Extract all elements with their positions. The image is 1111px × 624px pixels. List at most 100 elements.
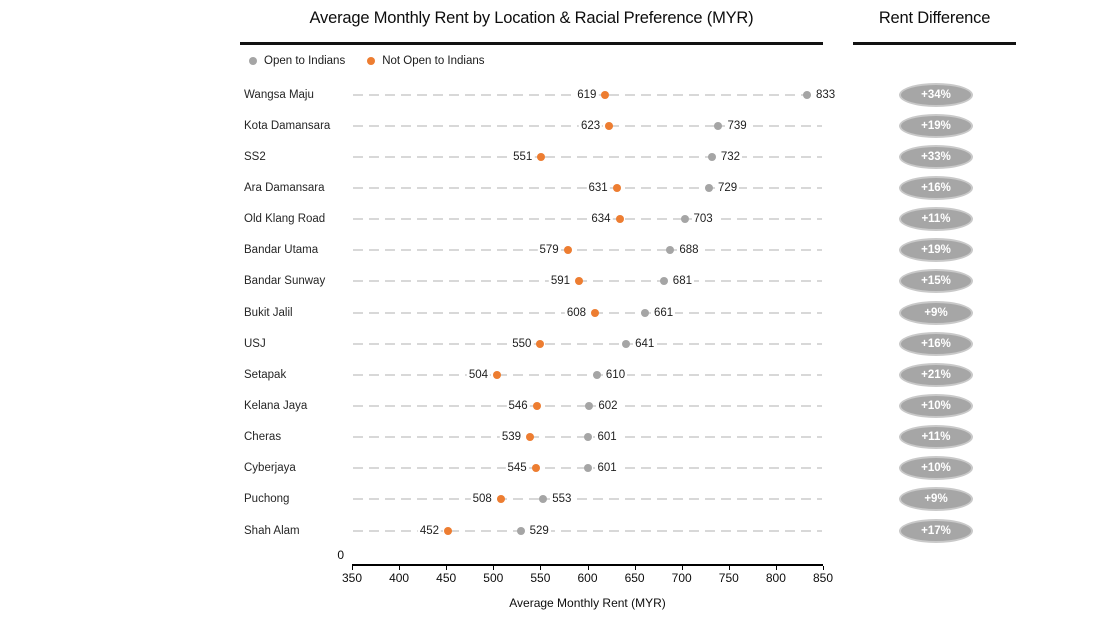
not-open-value-label: 634 [589,212,613,227]
not-open-to-indians-dot [531,464,540,473]
open-value-label: 529 [527,523,551,538]
origin-tick-label: 0 [337,548,344,562]
x-axis-tick-label: 350 [341,571,363,585]
not-open-to-indians-dot [493,370,502,379]
row-gridline [353,373,822,376]
not-open-to-indians-dot [536,339,545,348]
category-label: Bandar Utama [244,244,319,257]
open-to-indians-dot [539,495,548,504]
open-to-indians-dot [714,121,723,130]
x-axis-tick-label: 850 [812,571,834,585]
not-open-value-label: 608 [564,305,589,320]
open-value-label: 729 [716,180,740,195]
legend-item: Not Open to Indians [367,55,485,67]
open-to-indians-dot [584,464,593,473]
not-open-value-label: 591 [548,274,573,289]
category-label: USJ [244,337,266,350]
x-axis-tick [681,566,683,570]
not-open-to-indians-dot [496,495,505,504]
open-to-indians-dot [584,433,593,442]
open-to-indians-dot [802,90,811,99]
not-open-value-label: 508 [470,492,494,507]
not-open-value-label: 504 [466,367,491,382]
rent-difference-badge: +16% [899,331,973,356]
row-gridline [353,342,822,345]
open-to-indians-dot [622,339,631,348]
x-axis-tick [493,566,495,570]
not-open-value-label: 579 [537,243,561,258]
legend-item-label: Open to Indians [264,55,346,67]
open-value-label: 739 [725,118,749,133]
category-label: Cheras [244,431,282,444]
not-open-value-label: 546 [506,399,530,413]
open-to-indians-dot [585,402,594,410]
not-open-to-indians-dot [612,183,621,192]
row-gridline [353,249,822,252]
x-axis-tick [587,566,589,570]
rent-difference-badge: +33% [899,144,973,169]
open-to-indians-dot [707,152,716,161]
category-label: Setapak [244,368,287,381]
not-open-value-label: 550 [510,336,534,351]
not-open-to-indians-dot [615,215,624,224]
open-to-indians-dot [592,370,601,379]
title-underline [240,42,823,45]
category-label: Cyberjaya [244,462,296,475]
x-axis-tick [634,566,636,570]
open-value-label: 703 [691,212,715,227]
x-axis-tick-label: 450 [436,571,457,585]
x-axis-tick-label: 600 [577,571,598,585]
row-gridline [353,280,822,283]
x-axis-tick [775,566,777,570]
category-label: Kota Damansara [244,119,331,132]
open-value-label: 553 [550,492,574,507]
not-open-to-indians-dot [537,152,546,161]
rent-difference-badge: +21% [899,362,973,387]
x-axis-tick-label: 400 [389,571,410,585]
row-gridline [353,529,822,532]
rent-difference-badge: +19% [899,238,973,263]
open-value-label: 610 [603,367,628,382]
x-axis-line [352,564,823,566]
x-axis-tick-label: 750 [718,571,739,585]
open-value-label: 601 [595,430,619,445]
x-axis-tick-label: 550 [530,571,551,585]
row-gridline [353,498,822,501]
rent-difference-badge: +11% [899,425,973,450]
open-to-indians-dot [659,277,668,286]
x-axis-tick [446,566,448,570]
open-value-label: 681 [670,274,694,289]
legend: Open to Indians Not Open to Indians [249,55,485,67]
open-legend-dot-icon [249,57,257,65]
not-open-value-label: 539 [499,430,524,445]
not-open-value-label: 619 [575,87,599,102]
category-label: Wangsa Maju [244,88,314,101]
not-open-to-indians-dot [563,246,572,255]
open-to-indians-dot [680,215,689,224]
category-label: Ara Damansara [244,181,325,194]
x-axis-tick [823,566,824,570]
not-open-to-indians-dot [444,526,453,535]
rent-difference-badge: +17% [899,518,973,543]
x-axis-tick [728,566,730,570]
x-axis-tick-label: 650 [624,571,645,585]
x-axis-tick [352,566,353,570]
category-label: SS2 [244,150,266,163]
open-to-indians-dot [705,183,714,192]
x-axis-tick [399,566,401,570]
open-to-indians-dot [516,526,525,535]
x-axis-tick-label: 700 [671,571,692,585]
category-label: Bukit Jalil [244,306,293,319]
category-label: Bandar Sunway [244,275,326,288]
not-open-to-indians-dot [601,90,610,99]
open-to-indians-dot [666,246,675,255]
rent-difference-badge: +16% [899,175,973,200]
rent-difference-badge: +19% [899,113,973,138]
not-open-to-indians-dot [526,433,535,442]
not-open-value-label: 545 [505,461,529,476]
not-open-legend-dot-icon [367,57,376,65]
category-label: Puchong [244,493,290,506]
rent-difference-badge: +9% [899,300,973,325]
not-open-to-indians-dot [591,308,600,317]
